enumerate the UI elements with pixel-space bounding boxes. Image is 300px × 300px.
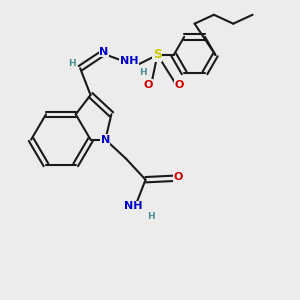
Text: H: H (147, 212, 154, 221)
Text: NH: NH (120, 56, 138, 66)
Text: NH: NH (124, 202, 143, 212)
Text: H: H (68, 59, 76, 68)
Text: O: O (143, 80, 153, 90)
Text: H: H (140, 68, 147, 77)
Text: N: N (99, 47, 109, 57)
Text: N: N (101, 135, 110, 145)
Text: S: S (153, 48, 162, 62)
Text: O: O (174, 80, 184, 90)
Text: O: O (173, 172, 183, 182)
